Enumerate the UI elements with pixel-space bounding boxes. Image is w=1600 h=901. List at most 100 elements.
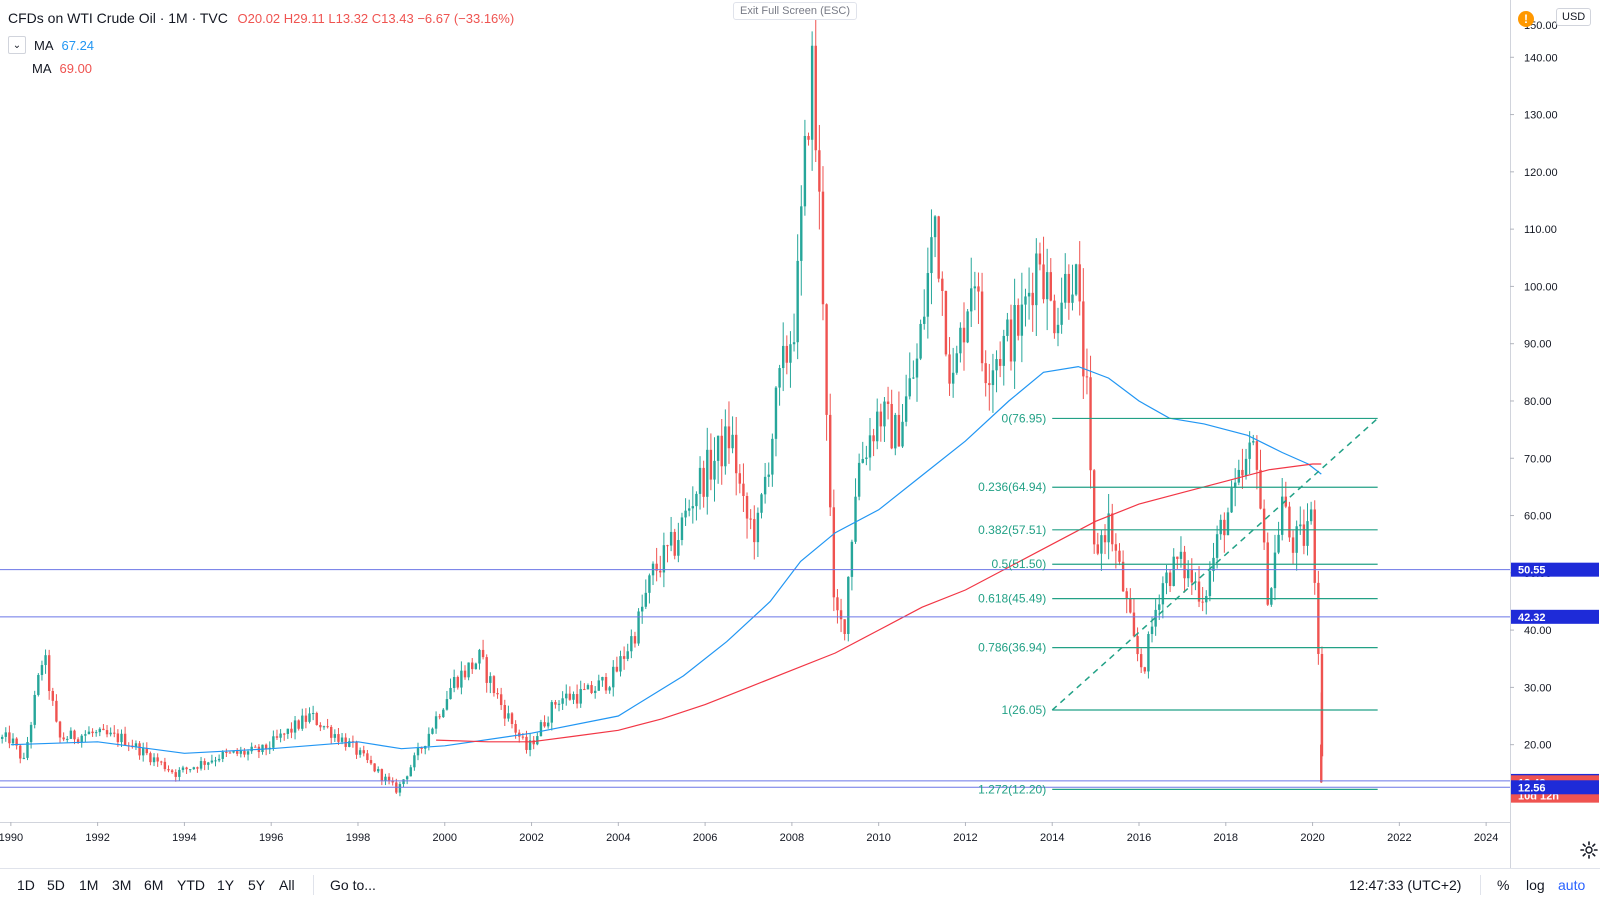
exit-fullscreen-button[interactable]: Exit Full Screen (ESC) — [733, 2, 858, 20]
candle-body — [565, 693, 568, 699]
price-tick-label: 140.00 — [1524, 52, 1558, 64]
gear-icon[interactable] — [1579, 840, 1599, 860]
candle-body — [1078, 264, 1081, 302]
collapse-legend-button[interactable]: ⌄ — [8, 36, 26, 54]
candle-body — [630, 636, 633, 652]
ma-legend-1[interactable]: ⌄ MA 67.24 — [8, 36, 94, 54]
candle-body — [1183, 551, 1186, 579]
percent-scale-button[interactable]: % — [1497, 877, 1510, 893]
candle-body — [1309, 509, 1313, 522]
candle-body — [546, 722, 550, 727]
range-1y-button[interactable]: 1Y — [217, 877, 235, 893]
candle-body — [536, 736, 539, 745]
candle-body — [854, 496, 857, 542]
candle-body — [572, 694, 575, 700]
log-scale-button[interactable]: log — [1526, 877, 1545, 893]
candle-body — [1053, 300, 1056, 334]
candle-body — [785, 345, 789, 363]
time-tick-label: 2016 — [1127, 832, 1151, 844]
range-all-button[interactable]: All — [279, 877, 295, 893]
time-axis: 1990 1992 1994 1996 1998 2000 2002 2004 2006 2008… — [0, 822, 1498, 844]
candle-body — [174, 772, 177, 777]
symbol-title[interactable]: CFDs on WTI Crude Oil · 1M · TVC — [8, 10, 228, 26]
candle-body — [1299, 524, 1302, 527]
candle-body — [1208, 571, 1212, 597]
candle-body — [865, 457, 868, 459]
candle-body — [814, 45, 817, 151]
candle-body — [734, 434, 738, 474]
candle-body — [861, 458, 864, 463]
candle-body — [1165, 572, 1168, 584]
range-ytd-button[interactable]: YTD — [177, 877, 205, 893]
candle-body — [102, 728, 105, 731]
candle-body — [1241, 469, 1244, 476]
price-chart[interactable]: 20.0030.0040.0050.0060.0070.0080.0090.00… — [0, 0, 1600, 868]
candle-body — [879, 411, 883, 427]
candle-body — [145, 747, 149, 754]
candle-body — [492, 676, 496, 694]
candle-body — [196, 767, 199, 769]
price-label-text: 42.32 — [1518, 612, 1546, 624]
candle-body — [951, 372, 955, 384]
candle-body — [1035, 253, 1038, 306]
candle-body — [771, 438, 774, 475]
candle-body — [995, 359, 998, 371]
warning-icon[interactable]: ! — [1518, 11, 1534, 27]
candle-body — [655, 563, 658, 571]
candle-body — [1121, 561, 1125, 592]
candle-body — [612, 666, 615, 688]
candle-body — [1147, 634, 1150, 672]
clock-timezone[interactable]: 12:47:33 (UTC+2) — [1349, 877, 1462, 893]
candle-body — [199, 761, 203, 769]
candle-body — [243, 750, 246, 755]
high-value: H29.11 — [283, 11, 325, 26]
candle-body — [293, 720, 297, 733]
fib-level-label: 0.618(45.49) — [978, 592, 1046, 606]
candle-body — [514, 723, 517, 733]
time-tick-label: 1994 — [172, 832, 196, 844]
candle-body — [362, 750, 365, 754]
candle-body — [80, 735, 83, 743]
time-tick-label: 1992 — [85, 832, 109, 844]
range-1d-button[interactable]: 1D — [17, 877, 35, 893]
candle-body — [510, 713, 514, 724]
goto-button[interactable]: Go to... — [330, 877, 376, 893]
range-6m-button[interactable]: 6M — [144, 877, 164, 893]
candle-body — [279, 733, 282, 738]
time-tick-label: 2018 — [1214, 832, 1238, 844]
open-value: O20.02 — [237, 11, 281, 26]
candle-body — [315, 713, 318, 725]
chart-background — [0, 0, 1600, 868]
candle-body — [29, 724, 33, 743]
candle-body — [528, 740, 532, 750]
candle-body — [593, 690, 597, 694]
candle-body — [1252, 441, 1255, 443]
candle-body — [525, 736, 528, 750]
candle-body — [727, 426, 731, 449]
candle-body — [590, 685, 593, 694]
auto-scale-button[interactable]: auto — [1558, 877, 1586, 893]
ma1-label: MA — [34, 37, 54, 53]
range-1m-button[interactable]: 1M — [79, 877, 99, 893]
candle-body — [1172, 556, 1175, 586]
ma-legend-2[interactable]: MA 69.00 — [32, 61, 92, 76]
candle-body — [908, 378, 911, 397]
candle-body — [442, 709, 445, 718]
candle-body — [44, 655, 47, 666]
candle-body — [178, 769, 181, 777]
candle-body — [330, 726, 333, 738]
candle-body — [149, 753, 152, 763]
fib-level-label: 0.5(51.50) — [992, 557, 1047, 571]
time-tick-label: 2012 — [953, 832, 977, 844]
range-3m-button[interactable]: 3M — [112, 877, 132, 893]
candle-body — [1125, 591, 1128, 598]
candle-body — [554, 702, 557, 705]
currency-badge[interactable]: USD — [1556, 8, 1592, 26]
candle-body — [283, 733, 286, 735]
candle-body — [1248, 442, 1251, 459]
range-5d-button[interactable]: 5D — [47, 877, 65, 893]
price-label-text: 50.55 — [1518, 565, 1546, 577]
candle-body — [1020, 304, 1024, 336]
range-5y-button[interactable]: 5Y — [248, 877, 266, 893]
candle-body — [778, 368, 781, 388]
